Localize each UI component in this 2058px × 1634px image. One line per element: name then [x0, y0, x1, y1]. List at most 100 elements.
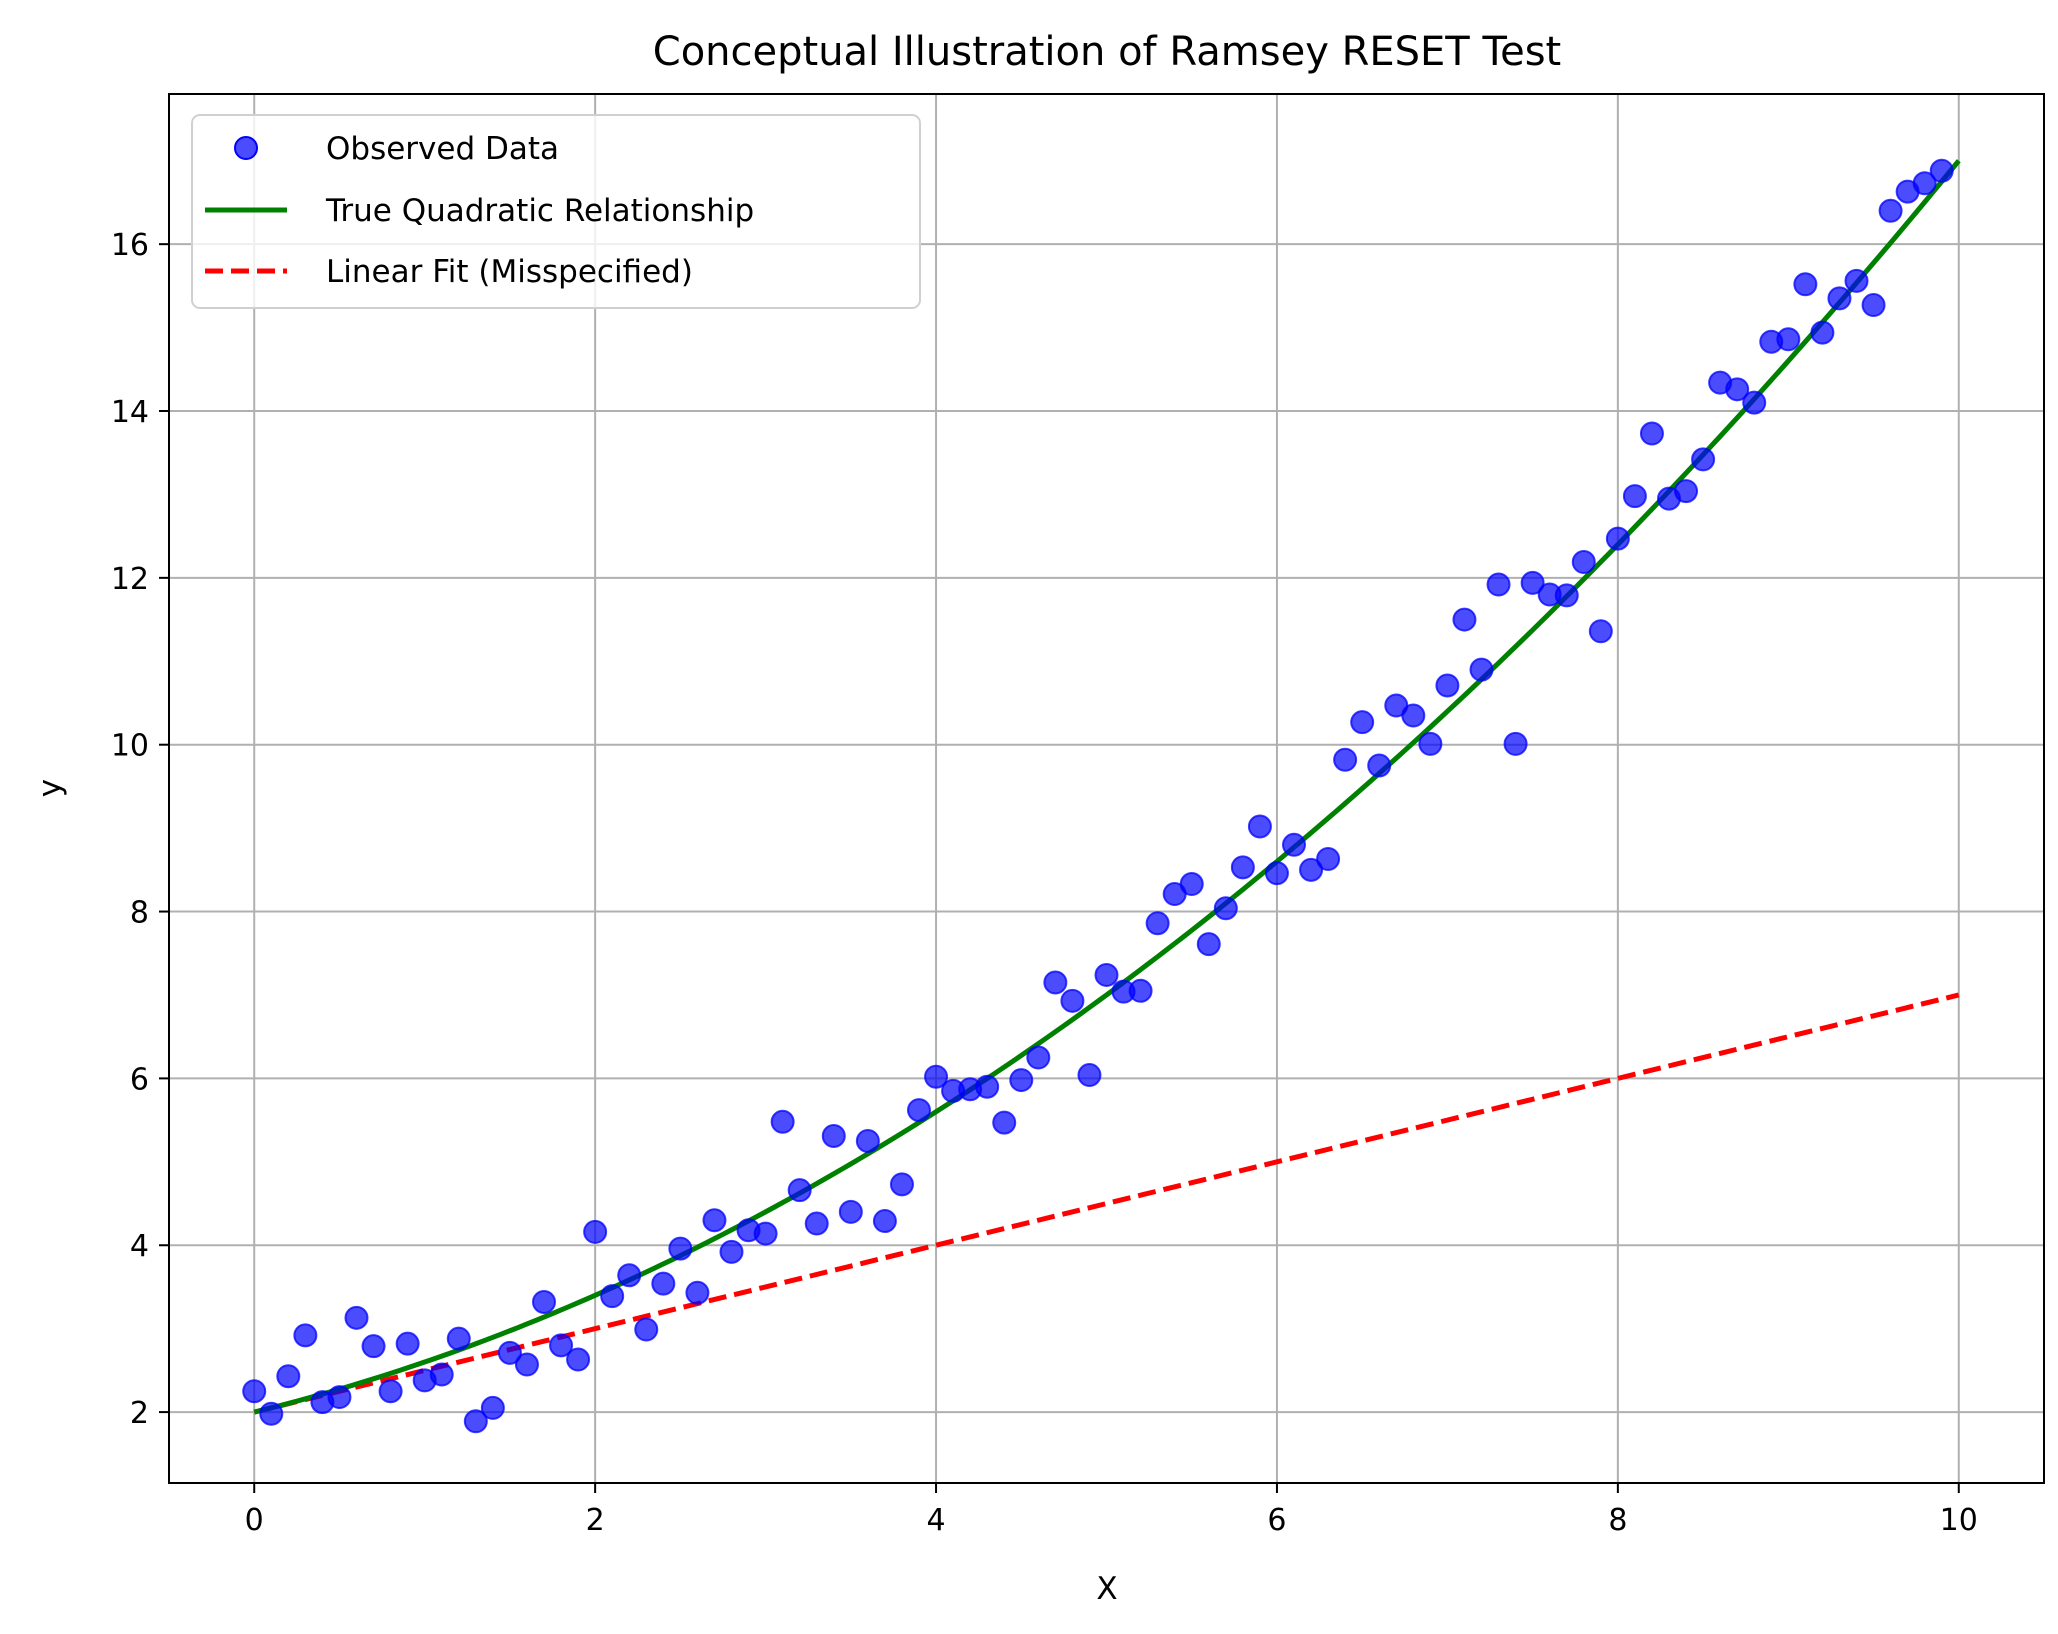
x-axis-title: X	[1096, 1571, 1117, 1607]
quadratic-curve	[253, 159, 1961, 1415]
data-point	[276, 1364, 301, 1389]
data-point	[1367, 753, 1392, 778]
data-point	[293, 1323, 318, 1348]
data-point	[617, 1263, 642, 1288]
data-point	[1094, 962, 1119, 987]
axis-ticks: 0 2 4 6 8 10 2 4 6 8 10 12 14 16	[111, 228, 1978, 1538]
data-point	[344, 1305, 369, 1330]
series-lines	[253, 159, 1961, 1415]
data-point	[753, 1221, 778, 1246]
data-point	[600, 1284, 625, 1309]
data-point	[770, 1109, 795, 1134]
data-point	[446, 1326, 471, 1351]
data-point	[1810, 320, 1835, 345]
legend-box	[191, 114, 921, 309]
data-point	[1026, 1045, 1051, 1070]
data-point	[719, 1239, 744, 1264]
y-tick-label: 4	[130, 1229, 149, 1264]
data-point	[395, 1331, 420, 1356]
legend-label-linear: Linear Fit (Misspecified)	[326, 254, 693, 290]
x-tick-label: 2	[586, 1503, 605, 1538]
y-tick-label: 8	[130, 896, 149, 931]
data-point	[1128, 978, 1153, 1003]
data-point	[1469, 657, 1494, 682]
data-point	[1827, 286, 1852, 311]
data-point	[651, 1271, 676, 1296]
data-point	[242, 1379, 267, 1404]
data-point	[1844, 268, 1869, 293]
y-axis-title: y	[32, 779, 68, 797]
data-point	[1213, 896, 1238, 921]
x-tick-label: 0	[245, 1503, 264, 1538]
data-point	[924, 1064, 949, 1089]
data-point	[1145, 911, 1170, 936]
data-point	[855, 1128, 880, 1153]
data-point	[685, 1280, 710, 1305]
data-point	[1299, 857, 1324, 882]
data-point	[1571, 550, 1596, 575]
data-point	[1878, 198, 1903, 223]
data-point	[1929, 158, 1954, 183]
data-point	[1043, 970, 1068, 995]
data-point	[1333, 747, 1358, 772]
data-point	[1622, 484, 1647, 509]
data-point	[1009, 1068, 1034, 1093]
grid	[169, 94, 2044, 1483]
data-point	[1316, 846, 1341, 871]
y-tick-label: 10	[111, 729, 149, 764]
data-point	[992, 1110, 1017, 1135]
legend-label-observed: Observed Data	[326, 131, 559, 167]
data-point	[1725, 377, 1750, 402]
data-point	[1418, 731, 1443, 756]
data-point	[497, 1340, 522, 1365]
data-point	[361, 1334, 386, 1359]
data-point	[889, 1172, 914, 1197]
chart-title: Conceptual Illustration of Ramsey RESET …	[653, 29, 1561, 75]
data-point	[429, 1362, 454, 1387]
data-point	[634, 1317, 659, 1342]
x-tick-label: 10	[1940, 1503, 1978, 1538]
data-point	[907, 1098, 931, 1123]
data-point	[583, 1219, 608, 1244]
data-point	[1742, 390, 1767, 415]
x-tick-label: 8	[1608, 1503, 1627, 1538]
data-point	[1282, 832, 1306, 857]
data-point	[975, 1074, 1000, 1099]
data-point	[1639, 421, 1664, 446]
data-point	[514, 1352, 539, 1377]
x-tick-label: 6	[1267, 1503, 1286, 1538]
data-point	[1452, 607, 1477, 632]
data-point	[1861, 293, 1886, 318]
legend-marker-observed	[234, 136, 258, 160]
data-point	[1401, 703, 1426, 728]
data-point	[1264, 861, 1289, 886]
data-point	[1060, 988, 1085, 1013]
linear-fit-line	[253, 992, 1960, 1415]
data-point	[1554, 583, 1579, 608]
data-point	[463, 1409, 488, 1434]
x-tick-label: 4	[926, 1503, 945, 1538]
data-point	[566, 1347, 591, 1372]
data-point	[1350, 710, 1375, 735]
data-point	[378, 1379, 403, 1404]
data-point	[804, 1211, 829, 1236]
data-point	[1435, 673, 1460, 698]
data-point	[480, 1395, 505, 1420]
data-point	[787, 1178, 812, 1203]
y-tick-label: 14	[111, 395, 149, 430]
data-point	[1912, 171, 1937, 196]
y-tick-label: 2	[130, 1396, 149, 1431]
data-point	[702, 1208, 727, 1233]
data-point	[1196, 932, 1221, 957]
data-point	[668, 1236, 693, 1261]
data-point	[821, 1123, 846, 1148]
legend-label-quadratic: True Quadratic Relationship	[325, 193, 754, 229]
data-point	[872, 1209, 897, 1234]
data-point	[1691, 447, 1716, 472]
data-point	[1247, 814, 1272, 839]
data-point	[259, 1401, 284, 1426]
scatter-points	[242, 158, 1954, 1434]
data-point	[1793, 272, 1818, 297]
